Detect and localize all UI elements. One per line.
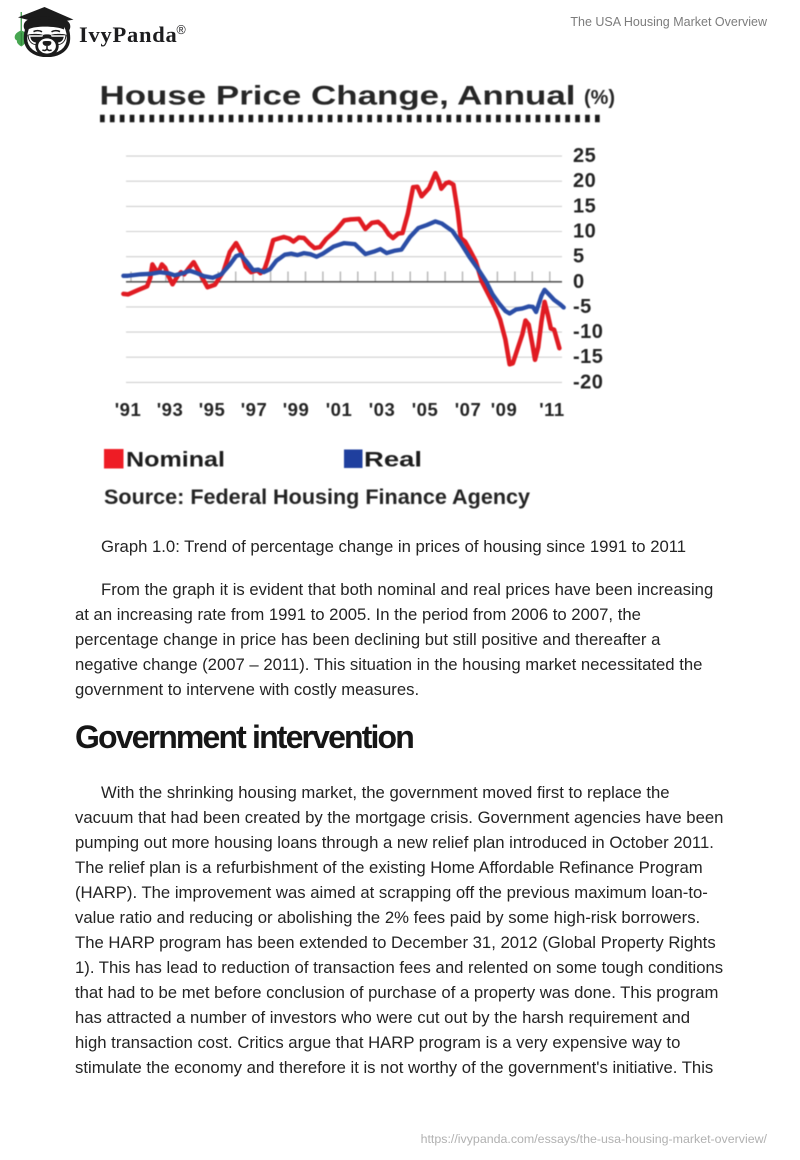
svg-text:'07: '07 bbox=[455, 399, 481, 420]
svg-text:House Price Change, Annual: House Price Change, Annual bbox=[100, 81, 576, 111]
svg-text:Real: Real bbox=[364, 448, 422, 472]
svg-text:'05: '05 bbox=[412, 399, 438, 420]
svg-text:'99: '99 bbox=[283, 399, 309, 420]
svg-text:'11: '11 bbox=[539, 399, 564, 420]
svg-text:10: 10 bbox=[573, 221, 596, 243]
svg-text:25: 25 bbox=[573, 145, 596, 167]
svg-text:Nominal: Nominal bbox=[126, 448, 225, 472]
svg-text:'97: '97 bbox=[241, 399, 267, 420]
svg-text:-20: -20 bbox=[573, 371, 603, 393]
svg-text:-10: -10 bbox=[573, 321, 603, 343]
svg-text:'03: '03 bbox=[369, 399, 395, 420]
svg-text:Source: Federal Housing Financ: Source: Federal Housing Finance Agency bbox=[104, 485, 530, 509]
svg-text:'95: '95 bbox=[199, 399, 225, 420]
svg-text:'91: '91 bbox=[115, 399, 141, 420]
svg-text:'09: '09 bbox=[491, 399, 517, 420]
svg-text:-15: -15 bbox=[573, 346, 603, 368]
svg-text:5: 5 bbox=[573, 246, 585, 268]
svg-text:'93: '93 bbox=[157, 399, 183, 420]
svg-text:0: 0 bbox=[573, 271, 585, 293]
svg-text:'01: '01 bbox=[326, 399, 352, 420]
svg-text:20: 20 bbox=[573, 170, 596, 192]
svg-text:-5: -5 bbox=[573, 296, 592, 318]
svg-text:(%): (%) bbox=[584, 87, 615, 109]
svg-text:15: 15 bbox=[573, 195, 596, 217]
